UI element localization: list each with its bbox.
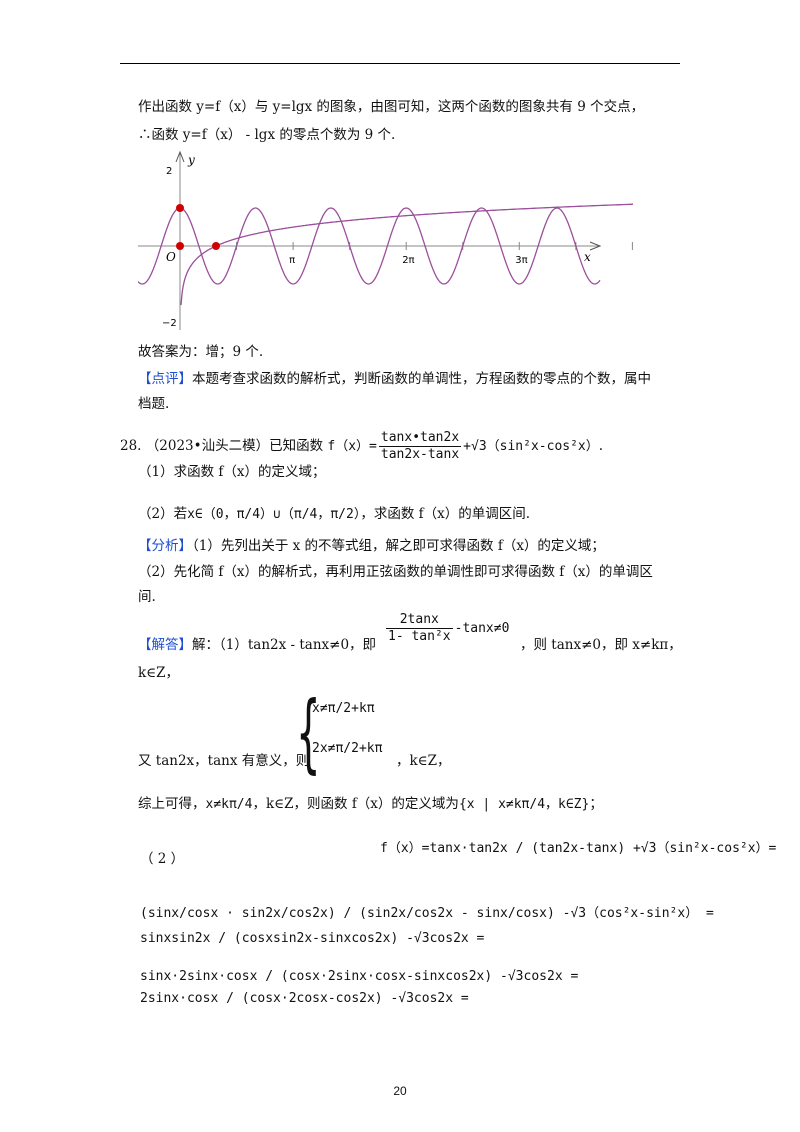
system-eq-1: x≠π/2+kπ: [312, 701, 375, 716]
brace: {: [296, 683, 321, 783]
text-line: 又 tan2x，tanx 有意义，则: [138, 753, 310, 769]
y-tick-label: 2: [166, 166, 172, 177]
x-axis-label: x: [584, 250, 591, 264]
text-line: 故答案为：增；9 个.: [138, 344, 264, 360]
question-number: 28.: [120, 438, 142, 454]
fraction: 2tanx 1- tan²x -tanx≠0: [384, 612, 509, 645]
x-tick-label: 3π: [515, 255, 527, 266]
formula: -tanx≠0: [454, 621, 510, 636]
function-graph: π 2π 3π 2 −2 y x O: [138, 150, 633, 330]
comment-text: 本题考查求函数的解析式，判断函数的单调性，方程函数的零点的个数，属中: [192, 371, 651, 387]
text-line: ，k∈Z，: [396, 753, 451, 769]
fraction: 2tanx 1- tan²x: [386, 612, 453, 645]
analysis-line: 【分析】（1）先列出关于 x 的不等式组，解之即可求得函数 f（x）的定义域；: [138, 537, 605, 555]
x-tick-label: π: [289, 255, 295, 266]
text-line: ∴函数 y=f（x） - lgx 的零点个数为 9 个.: [138, 127, 396, 143]
text: ，求函数 f（x）的单调区间.: [360, 506, 531, 522]
text-line: 间.: [138, 589, 156, 605]
cosine-curve: [138, 207, 601, 285]
equation: sinx·2sinx·cosx / (cosx·2sinx·cosx-sinxc…: [140, 969, 579, 984]
solution-line: 【解答】解：（1）tan2x - tanx≠0，即: [138, 636, 376, 654]
text: （1）先列出关于 x 的不等式组，解之即可求得函数 f（x）的定义域；: [192, 538, 605, 554]
text: ；: [589, 796, 603, 812]
text-line: 综上可得，x≠kπ/4，k∈Z，则函数 f（x）的定义域为{x | x≠kπ/4…: [138, 795, 603, 814]
text: （2）若: [138, 506, 188, 522]
text: ，k∈Z，则函数 f（x）的定义域为: [252, 796, 459, 812]
page-number: 20: [393, 1084, 407, 1098]
text-line: ，则 tanx≠0，即 x≠kπ，: [520, 637, 682, 653]
text-line: k∈Z，: [138, 665, 180, 681]
comment-line: 【点评】本题考查求函数的解析式，判断函数的单调性，方程函数的零点的个数，属中: [138, 370, 651, 388]
origin-label: O: [166, 250, 176, 264]
question-line: 28. （2023•汕头二模）已知函数 f（x）= tanx•tan2x tan2x…: [120, 430, 603, 463]
text-line: （2）先化简 f（x）的解析式，再利用正弦函数的单调性即可求得函数 f（x）的单…: [138, 564, 653, 580]
formula: +√3（sin²x-cos²x）: [463, 439, 599, 454]
y-arrow-icon: [175, 150, 185, 163]
marked-point: [176, 204, 184, 212]
equation: 2sinx·cosx / (cosx·2cosx-cos2x) -√3cos2x…: [140, 991, 469, 1006]
formula: {x | x≠kπ/4，k∈Z}: [458, 797, 590, 812]
marked-point: [212, 242, 220, 250]
y-axis-label: y: [187, 153, 195, 167]
formula: x≠kπ/4: [205, 797, 253, 812]
system-eq-2: 2x≠π/2+kπ: [312, 741, 383, 756]
y-tick-label: −2: [162, 318, 177, 329]
x-arrow-icon: [589, 241, 602, 251]
fraction: tanx•tan2x tan2x-tanx: [378, 430, 462, 463]
x-tick-label: 2π: [402, 255, 414, 266]
denominator: 1- tan²x: [388, 629, 451, 644]
part-label: （ 2 ）: [140, 851, 185, 867]
punct: .: [598, 438, 604, 454]
formula: x∈（0，π/4）∪（π/4，π/2）: [187, 507, 361, 522]
text-line: （2）若x∈（0，π/4）∪（π/4，π/2），求函数 f（x）的单调区间.: [138, 505, 530, 524]
equation: f（x）=tanx·tan2x / (tan2x-tanx) +√3（sin²x…: [380, 841, 777, 856]
numerator: 2tanx: [386, 612, 453, 629]
question-source: （2023•汕头二模）已知函数: [145, 438, 324, 454]
text: 解：（1）tan2x - tanx≠0，即: [192, 637, 377, 653]
text: 综上可得，: [138, 796, 206, 812]
formula: f（x）=: [327, 439, 377, 454]
solution-label: 【解答】: [138, 637, 192, 653]
text-line: 作出函数 y=f（x）与 y=lgx 的图象，由图可知，这两个函数的图象共有 9…: [138, 99, 645, 115]
equation: (sinx/cosx · sin2x/cos2x) / (sin2x/cos2x…: [140, 906, 714, 921]
marked-point: [176, 242, 184, 250]
equation: sinxsin2x / (cosxsin2x-sinxcos2x) -√3cos…: [140, 931, 485, 946]
text-line: 档题.: [138, 396, 170, 412]
text-line: （1）求函数 f（x）的定义域；: [138, 464, 326, 480]
comment-label: 【点评】: [138, 371, 192, 387]
analysis-label: 【分析】: [138, 538, 192, 554]
numerator: tanx•tan2x: [378, 430, 462, 447]
header-rule: [120, 63, 680, 64]
denominator: tan2x-tanx: [380, 447, 460, 462]
log-curve: [180, 203, 633, 306]
